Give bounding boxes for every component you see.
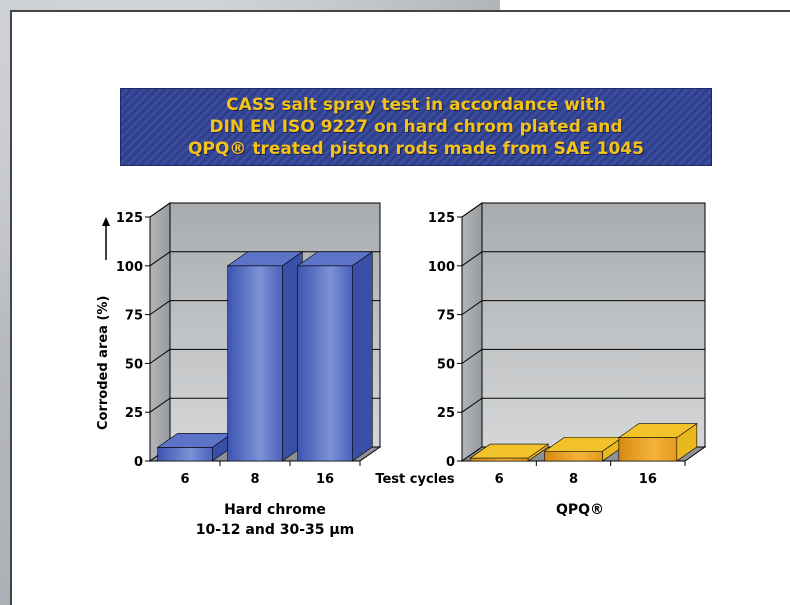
right-bar [469,443,550,462]
left-x-tick-label: 6 [180,472,189,487]
left-gridline [149,202,380,218]
title-line-3: QPQ® treated piston rods made from SAE 1… [188,139,644,159]
y-axis-arrow [102,217,110,260]
right-gridline [461,251,705,267]
right-bar-chart: 0 25 50 75 100 125 6 8 16 [428,202,707,487]
left-bar-side [351,251,373,462]
title-line-2: DIN EN ISO 9227 on hard chrom plated and [209,117,623,137]
left-bar [156,432,234,462]
left-y-tick-label: 0 [134,455,143,470]
right-y-tick-label: 50 [437,357,455,372]
left-y-tick-label: 25 [125,406,143,421]
left-bar-front [227,265,283,462]
left-x-tick-label: 16 [316,472,334,487]
right-back-wall [481,202,706,448]
right-bar-front [469,457,529,462]
left-chart-sub-label: Hard chrome 10-12 and 30-35 µm [160,500,390,540]
right-bar-top [469,443,550,459]
left-bar-top [296,251,374,267]
left-y-tick-label: 100 [116,260,143,275]
right-bar [543,436,624,462]
right-x-tick-label: 16 [639,472,657,487]
left-side-wall [149,202,171,462]
left-bar [296,251,374,462]
right-side-wall [461,202,483,462]
right-x-tick-label: 6 [495,472,504,487]
left-sub-label-line-1: Hard chrome [224,502,326,518]
left-bar-front [297,265,353,462]
left-bar [226,251,304,462]
right-y-tick-label: 125 [428,211,455,226]
right-bar-front [618,437,678,462]
title-banner: CASS salt spray test in accordance with … [120,88,712,166]
right-sub-label-line-1: QPQ® [555,502,605,518]
right-bar [617,422,698,462]
left-gridline [149,251,380,267]
right-chart-sub-label: QPQ® [490,500,670,520]
right-y-tick-label: 0 [446,455,455,470]
right-gridline [461,202,705,218]
left-bar-front [157,447,213,462]
left-bar-top [226,251,304,267]
right-y-tick-label: 75 [437,309,455,324]
right-gridline [461,300,705,316]
right-bar-front [544,450,603,462]
x-axis-caption: Test cycles [375,472,455,487]
title-line-1: CASS salt spray test in accordance with [226,95,606,115]
right-bar-top [617,423,698,438]
left-y-tick-label: 50 [125,357,143,372]
left-bar-chart: 0 25 50 75 100 125 6 8 16 [116,202,382,487]
right-x-tick-label: 8 [569,472,578,487]
y-axis-label: Corroded area (%) [96,296,111,430]
right-y-tick-label: 100 [428,260,455,275]
slide-panel-top [500,0,790,10]
left-sub-label-line-2: 10-12 and 30-35 µm [195,522,355,538]
right-y-tick-label: 25 [437,406,455,421]
right-gridline [461,397,705,413]
left-x-tick-label: 8 [250,472,259,487]
right-gridline [461,348,705,364]
left-y-tick-label: 125 [116,211,143,226]
left-y-tick-label: 75 [125,309,143,324]
